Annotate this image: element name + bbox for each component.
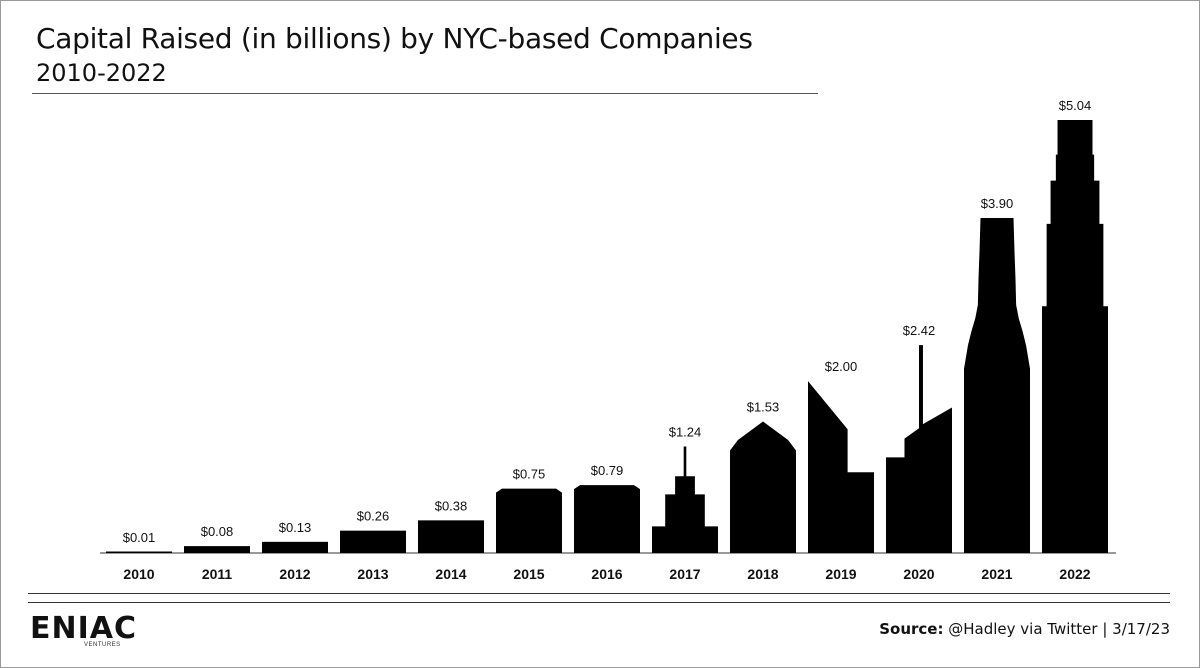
eniac-logo: ENIAC [30, 614, 137, 644]
bar-2014 [418, 520, 484, 553]
x-tick-label-2015: 2015 [513, 566, 544, 582]
data-label-2017: $1.24 [669, 424, 702, 439]
x-tick-label-2017: 2017 [669, 566, 700, 582]
x-tick-label-2014: 2014 [435, 566, 466, 582]
data-label-2019: $2.00 [825, 359, 858, 374]
x-tick-label-2019: 2019 [825, 566, 856, 582]
data-label-2013: $0.26 [357, 509, 390, 524]
bar-2021 [964, 217, 1030, 553]
data-label-2015: $0.75 [513, 467, 546, 482]
chart-title: Capital Raised (in billions) by NYC-base… [36, 22, 753, 55]
bar-2022 [1042, 120, 1108, 553]
bar-2016 [574, 485, 640, 553]
footer-divider-top [28, 593, 1170, 594]
x-tick-label-2020: 2020 [903, 566, 934, 582]
x-tick-label-2016: 2016 [591, 566, 622, 582]
data-label-2022: $5.04 [1059, 98, 1092, 113]
x-tick-label-2021: 2021 [981, 566, 1012, 582]
footer-divider-bottom [28, 602, 1170, 603]
bar-2010 [106, 551, 172, 553]
eniac-logo-subtext: VENTURES [84, 642, 121, 648]
title-divider [32, 93, 818, 94]
source-text: @Hadley via Twitter | 3/17/23 [948, 620, 1170, 638]
source-label: Source: [879, 620, 944, 638]
data-label-2016: $0.79 [591, 463, 624, 478]
bar-2012 [262, 541, 328, 553]
data-label-2010: $0.01 [123, 530, 156, 545]
bar-2017 [652, 446, 718, 553]
bar-2011 [184, 546, 250, 553]
bar-2018 [730, 421, 796, 553]
bar-2019 [808, 381, 874, 553]
x-tick-label-2012: 2012 [279, 566, 310, 582]
bar-2020 [886, 345, 952, 553]
data-label-2018: $1.53 [747, 400, 780, 415]
x-tick-label-2022: 2022 [1059, 566, 1090, 582]
x-tick-label-2011: 2011 [202, 566, 233, 582]
data-label-2012: $0.13 [279, 520, 312, 535]
chart-subtitle: 2010-2022 [36, 59, 167, 87]
eniac-logo-text: ENIAC [30, 611, 137, 646]
bar-2013 [340, 530, 406, 553]
data-label-2011: $0.08 [201, 524, 234, 539]
data-label-2014: $0.38 [435, 498, 468, 513]
x-tick-label-2010: 2010 [123, 566, 154, 582]
data-label-2021: $3.90 [981, 196, 1014, 211]
data-label-2020: $2.42 [903, 323, 936, 338]
source-credit: Source: @Hadley via Twitter | 3/17/23 [879, 620, 1170, 638]
bar-2015 [496, 488, 562, 553]
x-tick-label-2018: 2018 [747, 566, 778, 582]
x-tick-label-2013: 2013 [357, 566, 388, 582]
